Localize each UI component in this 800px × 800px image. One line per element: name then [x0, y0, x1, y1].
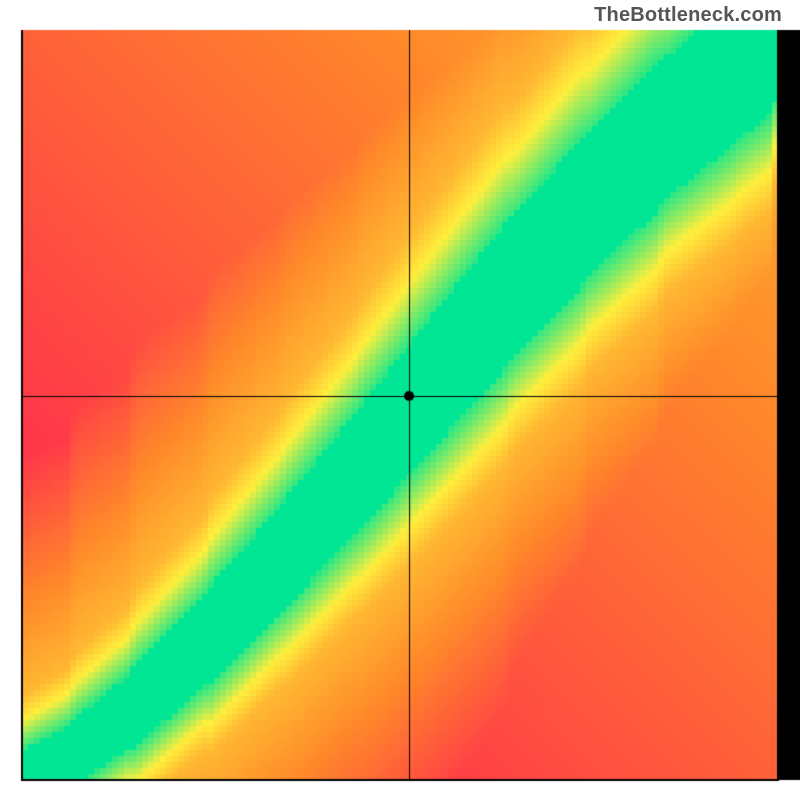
chart-container: TheBottleneck.com: [0, 0, 800, 800]
bottleneck-heatmap: [0, 0, 800, 800]
watermark-text: TheBottleneck.com: [594, 4, 782, 27]
